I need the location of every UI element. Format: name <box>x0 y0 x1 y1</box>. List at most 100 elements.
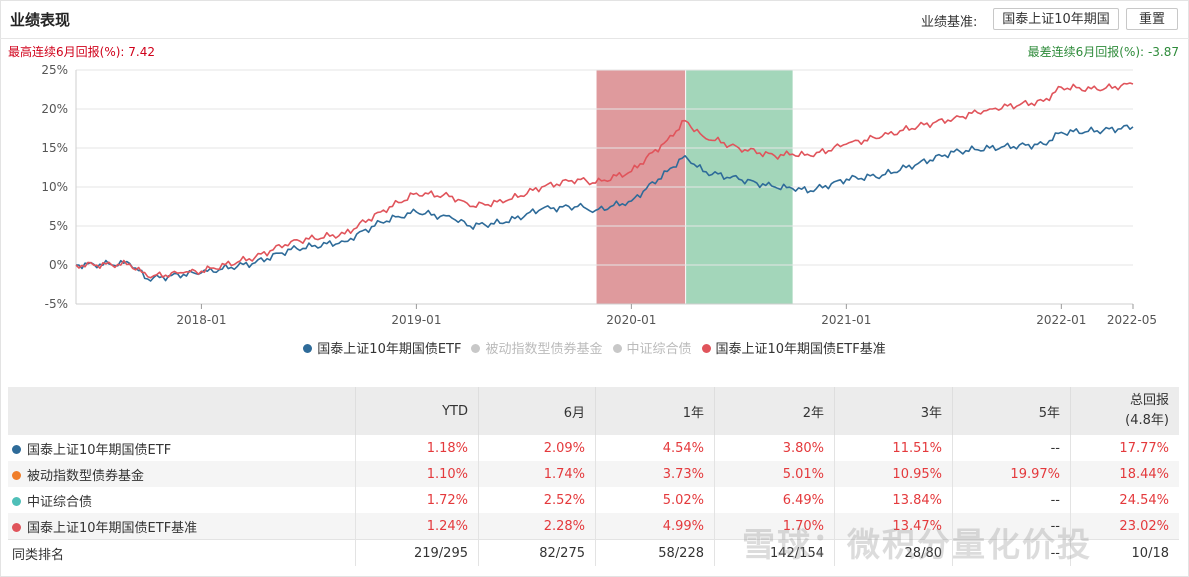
min-6m-return: 最差连续6月回报(%): -3.87 <box>1028 43 1179 60</box>
table-cell: 17.77% <box>1119 440 1169 456</box>
table-cell: 1.10% <box>355 461 479 487</box>
legend-dot-icon <box>471 344 481 353</box>
total-header-line1: 总回报 <box>1129 393 1169 408</box>
row-name-label: 被动指数型债券基金 <box>27 468 145 484</box>
table-header-3y: 3年 <box>834 387 953 435</box>
series-dot-icon <box>12 522 21 532</box>
table-cell: 23.02% <box>1070 513 1179 540</box>
table-cell: -- <box>952 435 1071 461</box>
table-cell: -- <box>952 487 1071 513</box>
benchmark-label: 业绩基准: <box>921 15 978 30</box>
series-line-0 <box>75 124 1134 282</box>
reset-button[interactable]: 重置 <box>1126 8 1178 30</box>
table-cell: 2.09% <box>478 435 596 461</box>
y-tick-label: 20% <box>41 102 68 116</box>
table-cell: -- <box>952 513 1071 540</box>
row-name: 中证综合债 <box>8 487 356 513</box>
table-header-6m: 6月 <box>478 387 596 435</box>
table-cell: 3.80% <box>714 435 835 461</box>
row-name-label: 中证综合债 <box>27 494 93 510</box>
x-tick-label: 2021-01 <box>821 313 871 327</box>
table-cell: 13.84% <box>834 487 953 513</box>
legend-label: 被动指数型债券基金 <box>485 342 603 357</box>
performance-chart[interactable]: 25% 20% 15% 10% 5% 0% -5% 2018-01 2019-01 2020-01… <box>0 60 1189 330</box>
rank-row: 同类排名 219/295 82/275 58/228 142/154 28/80 -- 10/… <box>8 539 1179 566</box>
table-cell: 5.01% <box>714 461 835 487</box>
legend-item[interactable]: 被动指数型债券基金 <box>471 338 603 357</box>
rank-cell: 142/154 <box>714 539 835 566</box>
table-cell: 13.47% <box>834 513 953 540</box>
series-dot-icon <box>12 496 21 506</box>
table-header-ytd: YTD <box>355 387 479 435</box>
row-name-label: 国泰上证10年期国债ETF基准 <box>27 520 198 536</box>
row-name-label: 国泰上证10年期国债ETF <box>27 442 172 458</box>
table-row: 国泰上证10年期国债ETF 1.18% 2.09% 4.54% 3.80% 11.51% -… <box>8 435 1179 461</box>
page-title: 业绩表现 <box>10 11 71 29</box>
table-cell: 1.74% <box>478 461 596 487</box>
x-tick-label: 2019-01 <box>391 313 441 327</box>
x-tick-label: 2022-01 <box>1036 313 1086 327</box>
table-cell: 10.95% <box>834 461 953 487</box>
table-cell: 11.51% <box>834 435 953 461</box>
legend-dot-icon <box>612 344 622 353</box>
x-tick-label: 2020-01 <box>606 313 656 327</box>
watermark: 雪球：微积分量化价投 <box>742 525 1092 564</box>
table-row: 被动指数型债券基金 1.10% 1.74% 3.73% 5.01% 10.95% 19.97… <box>8 461 1179 487</box>
y-tick-label: 10% <box>41 180 68 194</box>
rank-cell: 10/18 <box>1070 539 1179 566</box>
table-cell: 3.73% <box>595 461 715 487</box>
series-line-3 <box>75 82 1134 279</box>
series-dot-icon <box>12 444 21 454</box>
max-6m-return-label: 最高连续6月回报(%): <box>8 45 125 59</box>
legend-dot-icon <box>701 344 711 353</box>
table-row: 中证综合债 1.72% 2.52% 5.02% 6.49% 13.84% -- 24.54% <box>8 487 1179 513</box>
performance-table: YTD 6月 1年 2年 3年 5年 总回报 (4.8年) 国泰上证10年期国债E… <box>8 387 1179 566</box>
table-header-1y: 1年 <box>595 387 715 435</box>
table-row: 国泰上证10年期国债ETF基准 1.24% 2.28% 4.99% 1.70% 13.47… <box>8 513 1179 540</box>
legend-dot-icon <box>303 344 313 353</box>
row-name: 被动指数型债券基金 <box>8 461 356 487</box>
rank-row-label: 同类排名 <box>8 539 356 566</box>
table-cell: 18.44% <box>1070 461 1179 487</box>
max-6m-return-value: 7.42 <box>128 45 155 59</box>
legend-label: 中证综合债 <box>626 342 692 357</box>
table-header-name <box>8 387 356 435</box>
table-cell: 4.54% <box>595 435 715 461</box>
x-tick-label: 2022-05 <box>1107 313 1157 327</box>
series-dot-icon <box>12 470 21 480</box>
y-tick-label: 25% <box>41 63 68 77</box>
table-header-2y: 2年 <box>714 387 835 435</box>
table-cell: 2.52% <box>478 487 596 513</box>
row-name: 国泰上证10年期国债ETF <box>8 435 356 461</box>
min-6m-return-value: -3.87 <box>1147 45 1179 59</box>
table-cell: 24.54% <box>1119 492 1169 508</box>
y-tick-label: 5% <box>49 219 68 233</box>
table-cell: 5.02% <box>595 487 715 513</box>
total-header-line2: (4.8年) <box>1125 413 1169 428</box>
legend-label: 国泰上证10年期国债ETF <box>317 342 462 357</box>
table-cell: 2.28% <box>478 513 596 540</box>
min-6m-return-label: 最差连续6月回报(%): <box>1027 45 1145 59</box>
table-cell: 1.72% <box>355 487 479 513</box>
chart-legend: 国泰上证10年期国债ETF 被动指数型债券基金 中证综合债 国泰上证10年期国债ETF… <box>0 338 1189 357</box>
rank-cell: 82/275 <box>478 539 596 566</box>
rank-cell: -- <box>952 539 1071 566</box>
rank-cell: 28/80 <box>834 539 953 566</box>
legend-item[interactable]: 中证综合债 <box>612 338 692 357</box>
legend-item[interactable]: 国泰上证10年期国债ETF <box>303 338 461 357</box>
row-name: 国泰上证10年期国债ETF基准 <box>8 513 356 540</box>
legend-item[interactable]: 国泰上证10年期国债ETF基准 <box>701 338 886 357</box>
panel-header: 业绩表现 业绩基准: 国泰上证10年期国 重置 <box>0 0 1189 39</box>
y-tick-label: 0% <box>49 258 68 272</box>
legend-label: 国泰上证10年期国债ETF基准 <box>715 342 886 357</box>
table-cell: 4.99% <box>595 513 715 540</box>
table-cell: 6.49% <box>714 487 835 513</box>
table-cell: 19.97% <box>952 461 1071 487</box>
table-cell: 1.18% <box>355 435 479 461</box>
table-header-5y: 5年 <box>952 387 1071 435</box>
y-tick-label: 15% <box>41 141 68 155</box>
max-6m-return: 最高连续6月回报(%): 7.42 <box>8 43 155 60</box>
table-cell: 1.70% <box>714 513 835 540</box>
rank-cell: 219/295 <box>355 539 479 566</box>
benchmark-select-button[interactable]: 国泰上证10年期国 <box>993 8 1119 30</box>
